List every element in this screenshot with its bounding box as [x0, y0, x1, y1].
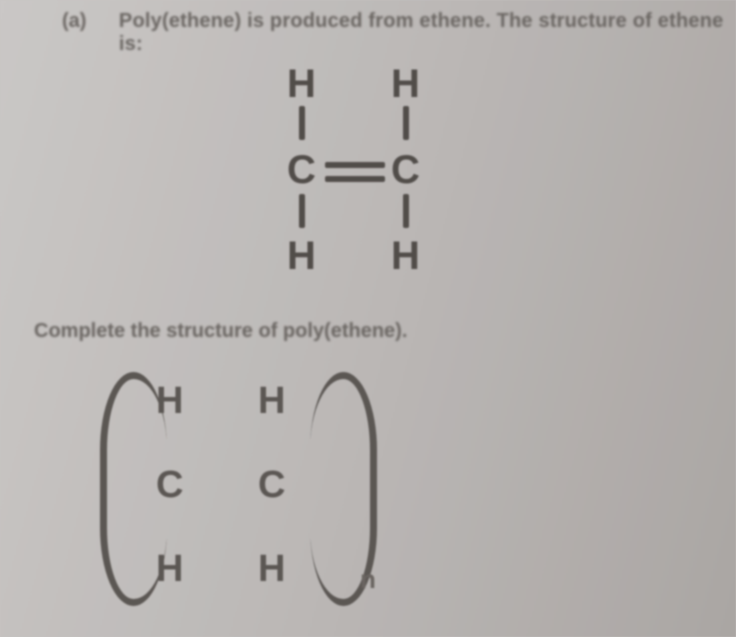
polyethene-structure: H H C C H H n [100, 372, 400, 612]
atom-h-bot-left: H [287, 234, 316, 279]
poly-h-bot-right: H [258, 548, 285, 591]
bond-c-h-tl [299, 106, 305, 140]
poly-h-top-right: H [258, 380, 285, 423]
double-bond-bottom [325, 176, 385, 182]
poly-h-bot-left: H [156, 548, 183, 591]
bond-c-h-br [403, 194, 409, 228]
bond-c-h-bl [299, 194, 305, 228]
atom-h-top-left: H [287, 62, 316, 107]
instruction-text: Complete the structure of poly(ethene). [34, 320, 407, 343]
bond-c-h-tr [403, 106, 409, 140]
question-number: (a) [62, 10, 101, 33]
double-bond-top [325, 162, 385, 168]
atom-h-top-right: H [391, 62, 420, 107]
atom-c-right: C [391, 148, 420, 193]
ethene-structure: H H C C H H [287, 62, 487, 282]
atom-h-bot-right: H [391, 234, 420, 279]
poly-h-top-left: H [156, 380, 183, 423]
repeat-n: n [360, 564, 376, 595]
atom-c-left: C [287, 148, 316, 193]
poly-c-left: C [156, 464, 183, 507]
question-line: (a) Poly(ethene) is produced from ethene… [62, 10, 736, 56]
worksheet-page: (a) Poly(ethene) is produced from ethene… [0, 0, 736, 637]
poly-c-right: C [258, 464, 285, 507]
question-text: Poly(ethene) is produced from ethene. Th… [119, 10, 736, 56]
